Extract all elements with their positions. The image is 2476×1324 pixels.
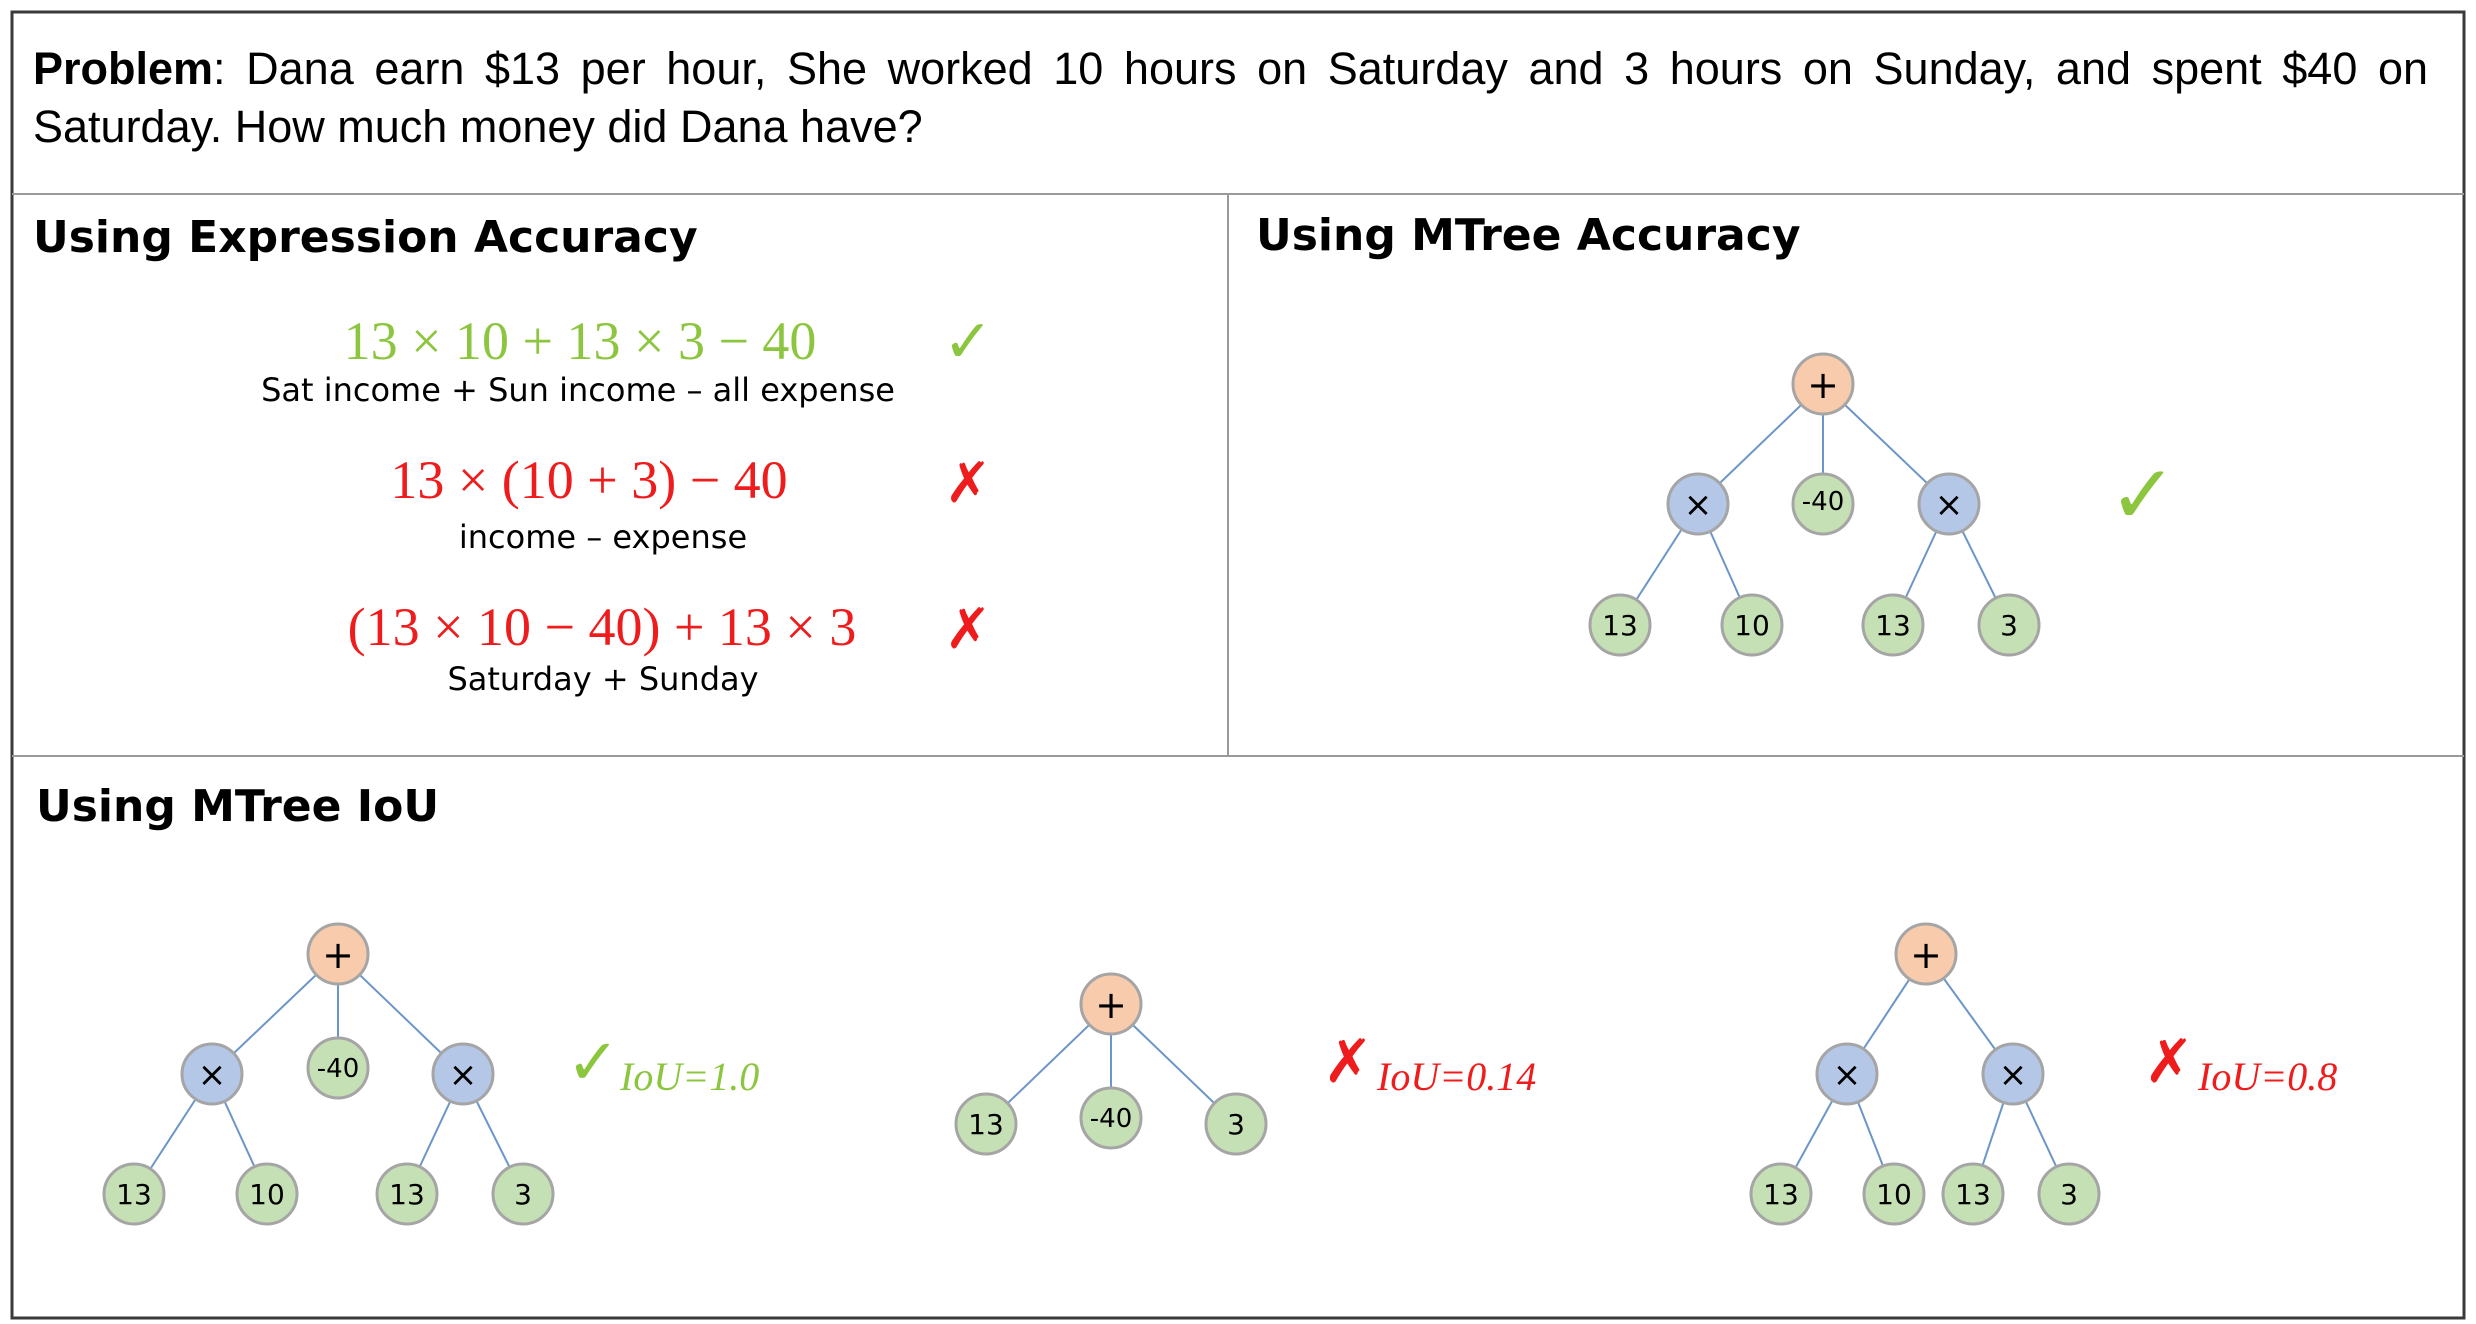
tree-node-multiply bbox=[431, 1042, 495, 1106]
mtree-accuracy-panel-title: Using MTree Accuracy bbox=[1256, 210, 1801, 261]
iou-tree-1: + × -40 × 13 10 13 3 ✓ IoU=1.0 bbox=[102, 922, 759, 1226]
expression-caption: Saturday + Sunday bbox=[447, 660, 758, 698]
node-label: × bbox=[449, 1055, 478, 1095]
tree-node-leaf bbox=[1749, 1162, 1813, 1226]
node-label: -40 bbox=[1802, 487, 1844, 517]
tree-node-leaf bbox=[491, 1162, 555, 1226]
node-label: 3 bbox=[1227, 1108, 1245, 1141]
node-label: + bbox=[1910, 933, 1942, 977]
expression-formula: (13 × 10 − 40) + 13 × 3 bbox=[348, 597, 857, 657]
outer-border bbox=[10, 10, 2466, 1320]
node-label: 3 bbox=[514, 1178, 532, 1211]
expression-item: 13 × (10 + 3) − 40 income – expense ✗ bbox=[390, 450, 991, 556]
problem-text: : Dana earn $13 per hour, She worked 10 … bbox=[33, 43, 2428, 152]
node-label: 3 bbox=[2000, 609, 2018, 642]
node-label: + bbox=[1807, 363, 1839, 407]
mtree-iou-panel-title: Using MTree IoU bbox=[36, 781, 439, 832]
tree-labels: + × × 13 10 13 3 bbox=[1763, 933, 2078, 1211]
tree-node-leaf bbox=[1862, 1162, 1926, 1226]
tree-node-root bbox=[1079, 972, 1143, 1036]
node-label: -40 bbox=[1090, 1104, 1132, 1134]
tree-node-leaf bbox=[1204, 1092, 1268, 1156]
tree-labels: + × -40 × 13 10 13 3 bbox=[116, 933, 532, 1211]
cross-mark-icon: ✗ bbox=[945, 451, 992, 516]
tree-node-leaf bbox=[1588, 593, 1652, 657]
cross-mark-icon: ✗ bbox=[945, 597, 992, 662]
node-label: × bbox=[1684, 485, 1713, 525]
tree-node-multiply bbox=[1666, 472, 1730, 536]
problem-label: Problem bbox=[33, 43, 214, 94]
tree-node-leaf bbox=[235, 1162, 299, 1226]
tree-labels: + × -40 × 13 10 13 3 bbox=[1602, 363, 2018, 642]
tree-node-leaf bbox=[375, 1162, 439, 1226]
iou-label: IoU=0.8 bbox=[2197, 1054, 2337, 1099]
tree-node-leaf bbox=[1720, 593, 1784, 657]
node-label: -40 bbox=[317, 1054, 359, 1084]
tree-node-leaf bbox=[954, 1092, 1018, 1156]
node-label: × bbox=[1833, 1055, 1862, 1095]
mtree-accuracy-tree: + × -40 × 13 10 13 3 ✓ bbox=[1588, 352, 2178, 657]
iou-tree-3: + × × 13 10 13 3 ✗ IoU=0.8 bbox=[1749, 922, 2337, 1226]
tree-node-leaf bbox=[102, 1162, 166, 1226]
node-label: + bbox=[322, 933, 354, 977]
tree-node-root bbox=[1894, 922, 1958, 986]
tree-node-multiply bbox=[1981, 1042, 2045, 1106]
tree-node-root bbox=[1791, 352, 1855, 416]
tree-labels: + 13 -40 3 bbox=[968, 983, 1245, 1141]
node-label: 13 bbox=[1602, 609, 1638, 642]
node-label: × bbox=[1999, 1055, 2028, 1095]
node-label: 13 bbox=[389, 1178, 425, 1211]
node-label: 13 bbox=[1875, 609, 1911, 642]
tree-node-multiply bbox=[1815, 1042, 1879, 1106]
iou-label: IoU=1.0 bbox=[619, 1054, 759, 1099]
tree-nodes bbox=[1749, 922, 2101, 1226]
expression-panel-title: Using Expression Accuracy bbox=[33, 212, 698, 263]
check-mark-icon: ✓ bbox=[566, 1026, 620, 1100]
node-label: 13 bbox=[1763, 1178, 1799, 1211]
expression-formula: 13 × 10 + 13 × 3 − 40 bbox=[344, 311, 817, 371]
check-mark-icon: ✓ bbox=[943, 307, 993, 377]
expression-caption: income – expense bbox=[459, 518, 747, 556]
tree-nodes bbox=[954, 972, 1268, 1156]
expression-item: (13 × 10 − 40) + 13 × 3 Saturday + Sunda… bbox=[348, 597, 992, 698]
check-mark-icon: ✓ bbox=[2109, 448, 2178, 543]
expression-item: 13 × 10 + 13 × 3 − 40 Sat income + Sun i… bbox=[261, 307, 993, 409]
tree-nodes bbox=[1588, 352, 2041, 657]
cross-mark-icon: ✗ bbox=[2144, 1027, 2194, 1097]
node-label: × bbox=[198, 1055, 227, 1095]
tree-node-multiply bbox=[180, 1042, 244, 1106]
tree-nodes bbox=[102, 922, 555, 1226]
tree-node-leaf bbox=[1791, 472, 1855, 536]
cross-mark-icon: ✗ bbox=[1323, 1027, 1373, 1097]
iou-label: IoU=0.14 bbox=[1376, 1054, 1536, 1099]
tree-node-root bbox=[306, 922, 370, 986]
node-label: 10 bbox=[1876, 1178, 1912, 1211]
tree-node-leaf bbox=[1941, 1162, 2005, 1226]
expression-caption: Sat income + Sun income – all expense bbox=[261, 371, 895, 409]
tree-node-leaf bbox=[1861, 593, 1925, 657]
node-label: × bbox=[1935, 485, 1964, 525]
tree-node-leaf bbox=[1079, 1086, 1143, 1150]
tree-node-leaf bbox=[306, 1036, 370, 1100]
node-label: 3 bbox=[2060, 1178, 2078, 1211]
node-label: 13 bbox=[1955, 1178, 1991, 1211]
problem-statement: Problem: Dana earn $13 per hour, She wor… bbox=[33, 40, 2428, 156]
tree-node-leaf bbox=[1977, 593, 2041, 657]
tree-node-leaf bbox=[2037, 1162, 2101, 1226]
node-label: 13 bbox=[116, 1178, 152, 1211]
iou-tree-2: + 13 -40 3 ✗ IoU=0.14 bbox=[954, 972, 1536, 1156]
node-label: 13 bbox=[968, 1108, 1004, 1141]
node-label: 10 bbox=[1734, 609, 1770, 642]
tree-node-multiply bbox=[1917, 472, 1981, 536]
node-label: + bbox=[1095, 983, 1127, 1027]
node-label: 10 bbox=[249, 1178, 285, 1211]
expression-formula: 13 × (10 + 3) − 40 bbox=[390, 450, 787, 510]
